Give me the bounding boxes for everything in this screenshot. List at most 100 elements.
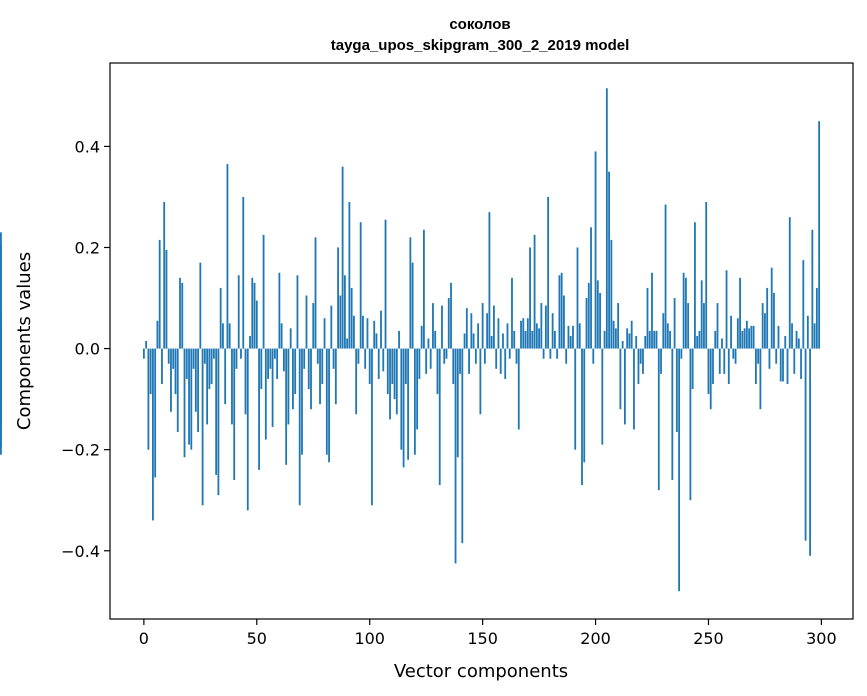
bar <box>416 348 419 430</box>
bar <box>621 341 624 349</box>
bar <box>551 313 554 349</box>
bar <box>409 237 412 349</box>
bar <box>443 348 446 364</box>
bar <box>438 348 441 486</box>
y-tick-label: 0.4 <box>75 137 100 156</box>
bar <box>682 272 685 349</box>
y-axis-label: Components values <box>14 252 35 430</box>
bar <box>531 330 534 349</box>
bar <box>549 348 552 359</box>
bar <box>161 348 163 384</box>
bar <box>348 202 351 349</box>
bar <box>312 303 315 349</box>
bar <box>271 348 274 427</box>
bar <box>434 330 437 349</box>
bar <box>558 275 561 349</box>
bar <box>217 348 220 496</box>
bar <box>684 277 687 349</box>
bar <box>181 282 184 349</box>
bar <box>289 328 292 349</box>
bar <box>522 318 525 349</box>
bar <box>736 318 739 349</box>
bar <box>269 348 272 369</box>
bar <box>219 287 222 349</box>
bar <box>432 303 434 349</box>
bar <box>481 303 484 349</box>
y-tick-label: −0.2 <box>61 441 100 460</box>
bar <box>811 229 814 349</box>
bar <box>194 348 197 412</box>
bar <box>452 348 455 384</box>
bar <box>163 202 166 349</box>
bar <box>267 348 269 379</box>
chart-subtitle: tayga_upos_skipgram_300_2_2019 model <box>331 37 630 54</box>
bar <box>490 335 493 349</box>
bar <box>716 303 719 349</box>
bar <box>149 348 152 395</box>
bar <box>391 348 394 384</box>
bar <box>296 275 299 349</box>
bar <box>806 315 809 349</box>
bar <box>382 348 385 372</box>
bar <box>470 313 473 349</box>
bar <box>614 328 617 349</box>
bar <box>587 282 590 349</box>
bar <box>165 250 168 349</box>
bar <box>721 338 723 349</box>
bar <box>203 348 206 364</box>
bar <box>423 229 425 349</box>
bar <box>818 121 821 349</box>
bar <box>429 348 432 369</box>
x-tick-label: 150 <box>467 629 498 648</box>
bar <box>700 280 703 349</box>
bar <box>0 338 2 349</box>
bar <box>673 298 676 349</box>
bar <box>533 234 536 349</box>
bar <box>343 275 346 349</box>
bar <box>748 328 751 349</box>
bar <box>420 325 423 349</box>
bar <box>567 325 570 349</box>
bar <box>608 171 610 349</box>
bar <box>413 348 416 455</box>
x-axis-label: Vector components <box>394 661 568 682</box>
bar <box>158 239 161 349</box>
bar <box>585 298 588 349</box>
bar <box>508 348 511 359</box>
bar <box>599 292 601 349</box>
bar <box>251 277 254 349</box>
bar <box>425 348 428 374</box>
bar <box>766 287 769 349</box>
bar <box>154 348 157 478</box>
bar <box>657 348 660 491</box>
bar <box>393 348 396 400</box>
bar <box>784 335 787 349</box>
bar <box>450 282 452 349</box>
x-tick-label: 0 <box>139 629 149 648</box>
bar <box>637 348 640 384</box>
bar <box>782 348 784 382</box>
bar <box>240 348 242 359</box>
bar <box>384 219 387 349</box>
bar <box>576 247 579 349</box>
bar <box>802 260 805 349</box>
bar <box>745 320 748 349</box>
bar <box>303 348 306 369</box>
bar <box>179 277 181 349</box>
bar <box>465 308 468 349</box>
bar <box>208 348 211 390</box>
bar <box>694 222 696 349</box>
bar <box>334 348 337 405</box>
bar <box>705 202 708 349</box>
bar <box>479 348 482 415</box>
x-tick-label: 250 <box>693 629 724 648</box>
x-tick-label: 50 <box>247 629 267 648</box>
bar <box>626 328 629 349</box>
bar <box>619 348 622 410</box>
bar <box>224 348 227 405</box>
bar <box>524 330 527 349</box>
bar <box>350 287 353 349</box>
bar <box>761 303 764 349</box>
bar <box>795 330 798 349</box>
